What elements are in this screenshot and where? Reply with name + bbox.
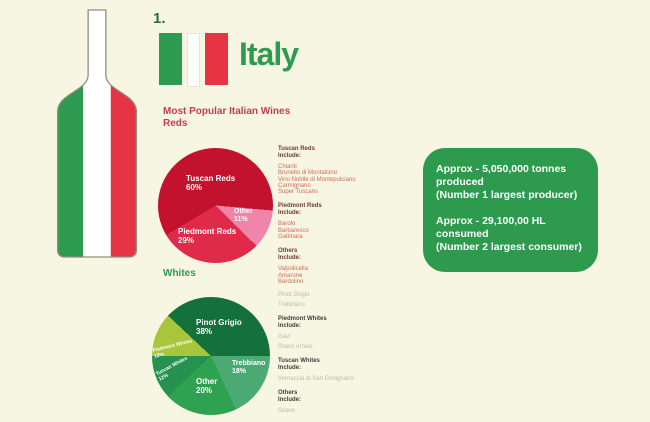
wine-list-item: Vernaccia di San Gimignano — [278, 376, 354, 383]
wine-list-header: Piedmont Reds Include: — [278, 203, 322, 216]
italian-flag-wine-bottle — [56, 9, 138, 258]
wine-list-header: Piedmont Whites Include: — [278, 316, 327, 329]
flag-red-stripe — [205, 33, 228, 85]
wine-list-item: Vino Nobile di Montepulciano — [278, 176, 356, 183]
wine-list-item: Super Tuscans — [278, 189, 319, 196]
wine-list-item: Soave — [278, 408, 296, 415]
wine-list-item: Gavi — [278, 334, 291, 341]
wine-list-header: Others Include: — [278, 390, 302, 403]
italy-flag-icon — [159, 33, 228, 87]
rank-number: 1. — [153, 10, 166, 27]
reds-pie-chart — [158, 148, 273, 263]
bottle-white-stripe — [83, 9, 111, 258]
bottle-red-stripe — [110, 9, 137, 258]
wine-list-item: Brunello di Montalcino — [278, 170, 338, 177]
wine-list-header: Tuscan Whites Include: — [278, 358, 320, 371]
produced-stat: Approx - 5,050,000 tonnes produced (Numb… — [436, 163, 578, 201]
wine-list-item: Trebbiano — [278, 301, 305, 308]
reds-subtitle-line: Reds — [163, 117, 188, 129]
bottle-green-stripe — [57, 9, 84, 258]
flag-green-stripe — [159, 33, 182, 85]
wine-list-item: Roero Arneis — [278, 343, 313, 350]
wine-list-item: Barolo — [278, 221, 296, 228]
country-title: Italy — [239, 36, 299, 72]
wine-list-item: Barbaresco — [278, 227, 309, 234]
reds-section-title: Most Popular Italian Wines Reds — [163, 106, 290, 129]
wine-list-item: Chianti — [278, 164, 297, 170]
bottle-outline — [56, 9, 138, 258]
flag-white-stripe — [187, 33, 200, 87]
consumed-stat: Approx - 29,100,00 HL consumed (Number 2… — [436, 215, 582, 253]
pie-label-pinot-grigio: Pinot Grigio 38% — [196, 318, 242, 336]
wine-list-header: Others Include: — [278, 248, 302, 261]
pie-label-trebbiano: Trebbiano 18% — [232, 360, 266, 375]
reds-wine-list: Tuscan Reds Include: Chianti Brunello di M… — [278, 146, 393, 285]
wine-list-header: Tuscan Reds Include: — [278, 146, 315, 159]
whites-wine-list: Pinot Grigio Trebbiano Piedmont Whites Inc… — [278, 292, 393, 418]
whites-pie-chart — [152, 297, 270, 415]
pie-label-tuscan-reds: Tuscan Reds 60% — [186, 174, 236, 192]
pie-label-other-reds: Other 11% — [234, 208, 253, 223]
wine-list-item: Pinot Grigio — [278, 292, 310, 298]
production-stats-box: Approx - 5,050,000 tonnes produced (Numb… — [423, 148, 598, 272]
pie-label-piedmont-reds: Piedmont Reds 29% — [178, 227, 237, 245]
wine-list-item: Gattinara — [278, 234, 303, 241]
pie-label-other-whites: Other 20% — [196, 377, 218, 395]
whites-section-title: Whites — [163, 268, 196, 279]
wine-list-item: Valpolicella — [278, 266, 308, 273]
wine-list-item: Carmignano — [278, 182, 311, 189]
wine-list-item: Bardolino — [278, 278, 304, 285]
wine-list-item: Amarone — [278, 272, 303, 279]
reds-title-line: Most Popular Italian Wines — [163, 106, 291, 117]
